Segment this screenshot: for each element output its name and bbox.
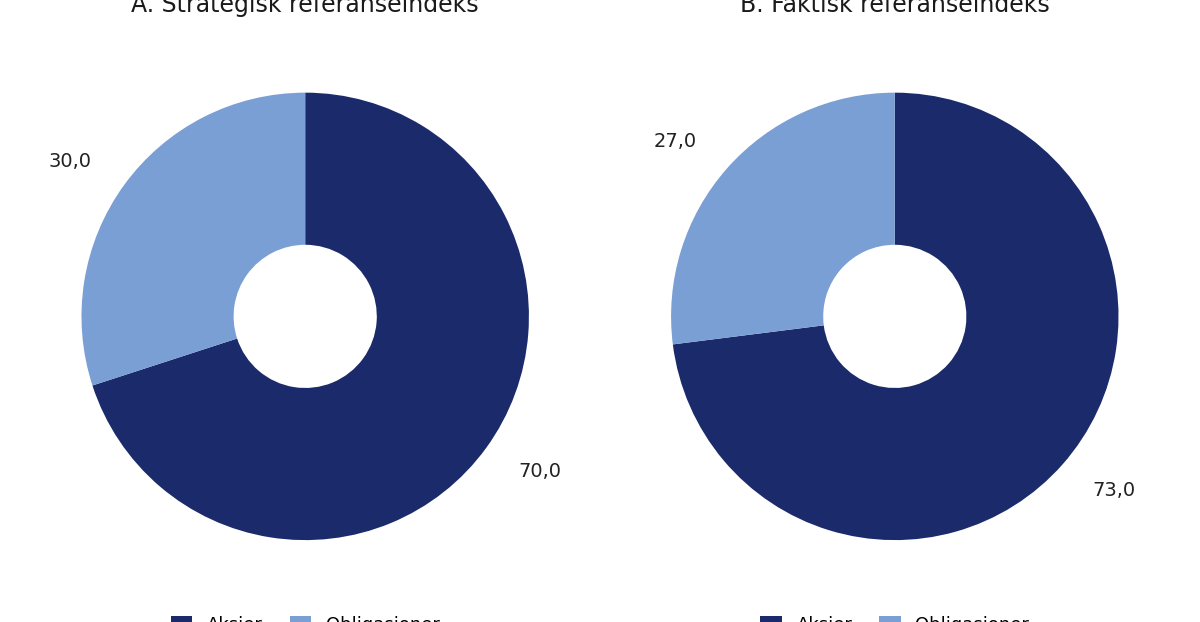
Text: 70,0: 70,0 — [518, 462, 562, 481]
Legend: Aksjer, Obligasjoner: Aksjer, Obligasjoner — [162, 606, 449, 622]
Wedge shape — [92, 93, 529, 540]
Text: 73,0: 73,0 — [1093, 481, 1136, 501]
Title: A. Strategisk referanseindeks: A. Strategisk referanseindeks — [131, 0, 479, 17]
Title: B. Faktisk referanseindeks: B. Faktisk referanseindeks — [740, 0, 1050, 17]
Wedge shape — [82, 93, 305, 386]
Text: 27,0: 27,0 — [654, 132, 697, 151]
Wedge shape — [671, 93, 895, 345]
Wedge shape — [673, 93, 1118, 540]
Text: 30,0: 30,0 — [49, 152, 91, 170]
Legend: Aksjer, Obligasjoner: Aksjer, Obligasjoner — [751, 606, 1038, 622]
